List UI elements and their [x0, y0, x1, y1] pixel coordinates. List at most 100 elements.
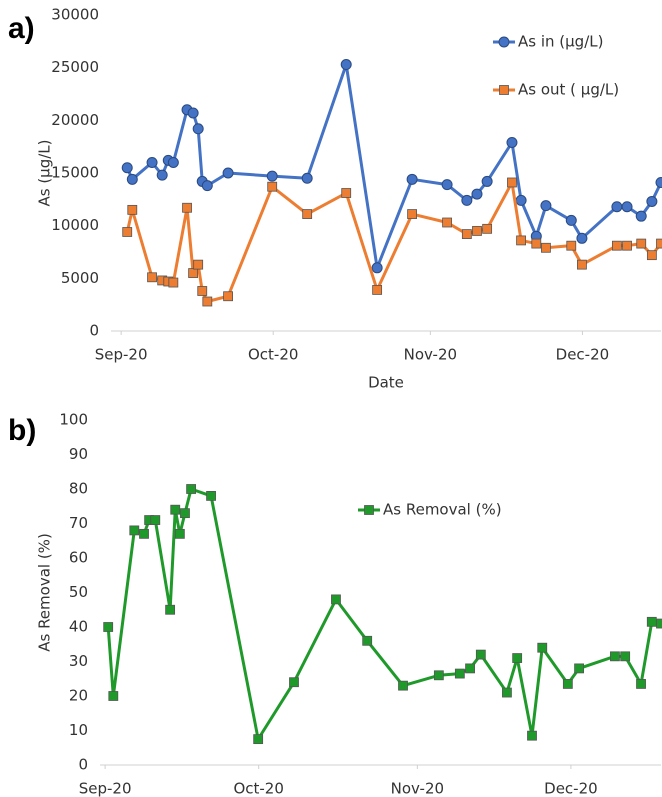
point: [372, 285, 383, 295]
point: [371, 262, 383, 274]
y-tick-label: 20000: [51, 111, 99, 129]
point: [527, 730, 537, 741]
point: [188, 268, 199, 278]
y-tick-label: 10: [69, 721, 88, 739]
point: [635, 210, 647, 222]
point: [515, 194, 527, 206]
y-tick-label: 80: [69, 480, 88, 498]
point: [302, 209, 313, 219]
point: [576, 232, 588, 244]
point: [562, 679, 573, 689]
y-tick-label: 40: [69, 618, 88, 636]
point: [197, 286, 208, 296]
point: [512, 653, 523, 663]
y-tick-label: 90: [69, 445, 88, 463]
point: [156, 169, 168, 181]
point: [622, 240, 632, 251]
point: [541, 242, 551, 253]
point: [407, 209, 418, 219]
point: [454, 668, 465, 679]
point: [146, 156, 158, 168]
y-tick-label: 30000: [51, 6, 99, 24]
point: [646, 616, 657, 627]
point: [201, 180, 213, 192]
point: [433, 670, 444, 681]
point: [537, 642, 548, 653]
point: [187, 107, 199, 119]
y-tick-label: 15000: [51, 164, 99, 182]
x-tick-label: Nov-20: [404, 346, 457, 364]
y-tick-label: 100: [59, 411, 88, 429]
x-tick-label: Sep-20: [95, 346, 148, 364]
point: [103, 622, 114, 632]
point: [502, 687, 512, 698]
point: [472, 226, 482, 236]
point: [121, 162, 133, 174]
point: [182, 202, 192, 213]
point: [341, 188, 352, 198]
point: [193, 259, 204, 270]
point: [167, 156, 179, 168]
point: [656, 238, 662, 249]
point: [108, 691, 119, 701]
legend-marker: [498, 36, 510, 48]
point: [471, 188, 483, 200]
point: [165, 604, 176, 615]
y-tick-label: 30: [69, 652, 88, 670]
y-tick-label: 0: [78, 756, 88, 774]
x-tick-label: Dec-20: [544, 780, 598, 797]
point: [531, 238, 542, 249]
point: [565, 214, 577, 226]
point: [180, 508, 190, 519]
point: [461, 194, 473, 206]
point: [611, 240, 622, 251]
point: [301, 172, 313, 184]
point: [122, 227, 133, 237]
point: [516, 235, 526, 246]
point: [129, 525, 140, 536]
point: [507, 177, 517, 188]
point: [442, 217, 452, 228]
point: [206, 490, 216, 501]
point: [340, 59, 352, 71]
point: [398, 680, 408, 691]
x-axis-label: Date: [368, 374, 404, 392]
point: [577, 259, 587, 270]
point: [610, 651, 620, 662]
y-tick-label: 10000: [51, 216, 99, 234]
point: [126, 173, 138, 185]
point: [636, 238, 647, 249]
point: [150, 515, 161, 525]
point: [621, 201, 633, 213]
y-tick-label: 70: [69, 514, 88, 532]
point: [223, 291, 233, 302]
point: [147, 272, 157, 283]
point: [655, 176, 662, 188]
point: [646, 195, 658, 207]
x-tick-label: Dec-20: [556, 346, 610, 364]
y-tick-label: 20: [69, 687, 88, 705]
panel-label: b): [8, 414, 36, 447]
y-axis-label: As (μg/L): [36, 139, 54, 206]
point: [482, 223, 493, 234]
y-tick-label: 5000: [61, 269, 99, 287]
point: [636, 679, 646, 689]
point: [202, 296, 213, 307]
point: [611, 201, 623, 213]
x-tick-label: Oct-20: [248, 346, 298, 364]
legend-label: As out ( µg/L): [518, 81, 619, 99]
x-tick-label: Oct-20: [233, 780, 283, 797]
point: [289, 677, 299, 688]
legend-label: As in (µg/L): [518, 33, 603, 51]
point: [266, 170, 278, 182]
point: [127, 204, 138, 215]
point: [461, 229, 472, 239]
point: [406, 173, 418, 185]
point: [465, 663, 475, 674]
point: [656, 618, 662, 629]
point: [481, 175, 493, 187]
x-tick-label: Sep-20: [79, 780, 132, 797]
point: [540, 200, 552, 212]
